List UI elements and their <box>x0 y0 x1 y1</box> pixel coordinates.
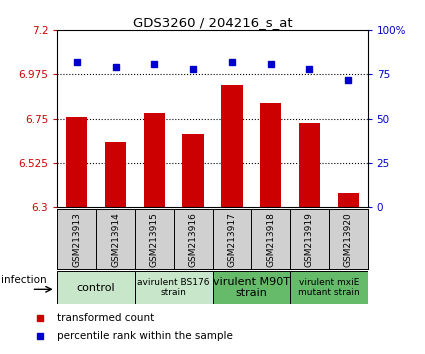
Text: virulent mxiE
mutant strain: virulent mxiE mutant strain <box>298 278 360 297</box>
Bar <box>144 113 165 207</box>
Bar <box>135 271 212 304</box>
Bar <box>260 103 281 207</box>
Text: GSM213918: GSM213918 <box>266 212 275 267</box>
Bar <box>105 142 126 207</box>
Text: GSM213915: GSM213915 <box>150 212 159 267</box>
Bar <box>290 271 368 304</box>
Bar <box>212 271 290 304</box>
Text: GSM213916: GSM213916 <box>189 212 198 267</box>
Text: GSM213914: GSM213914 <box>111 212 120 267</box>
Bar <box>299 122 320 207</box>
Text: GSM213919: GSM213919 <box>305 212 314 267</box>
Bar <box>182 134 204 207</box>
Text: avirulent BS176
strain: avirulent BS176 strain <box>137 278 210 297</box>
Text: GSM213920: GSM213920 <box>344 212 353 267</box>
Text: infection: infection <box>1 275 47 285</box>
Bar <box>66 116 88 207</box>
Text: transformed count: transformed count <box>57 313 155 323</box>
Text: virulent M90T
strain: virulent M90T strain <box>213 277 290 298</box>
Title: GDS3260 / 204216_s_at: GDS3260 / 204216_s_at <box>133 16 292 29</box>
Bar <box>337 193 359 207</box>
Text: percentile rank within the sample: percentile rank within the sample <box>57 331 233 341</box>
Bar <box>221 85 243 207</box>
Text: control: control <box>77 282 116 293</box>
Text: GSM213917: GSM213917 <box>227 212 236 267</box>
Text: GSM213913: GSM213913 <box>72 212 81 267</box>
Bar <box>57 271 135 304</box>
